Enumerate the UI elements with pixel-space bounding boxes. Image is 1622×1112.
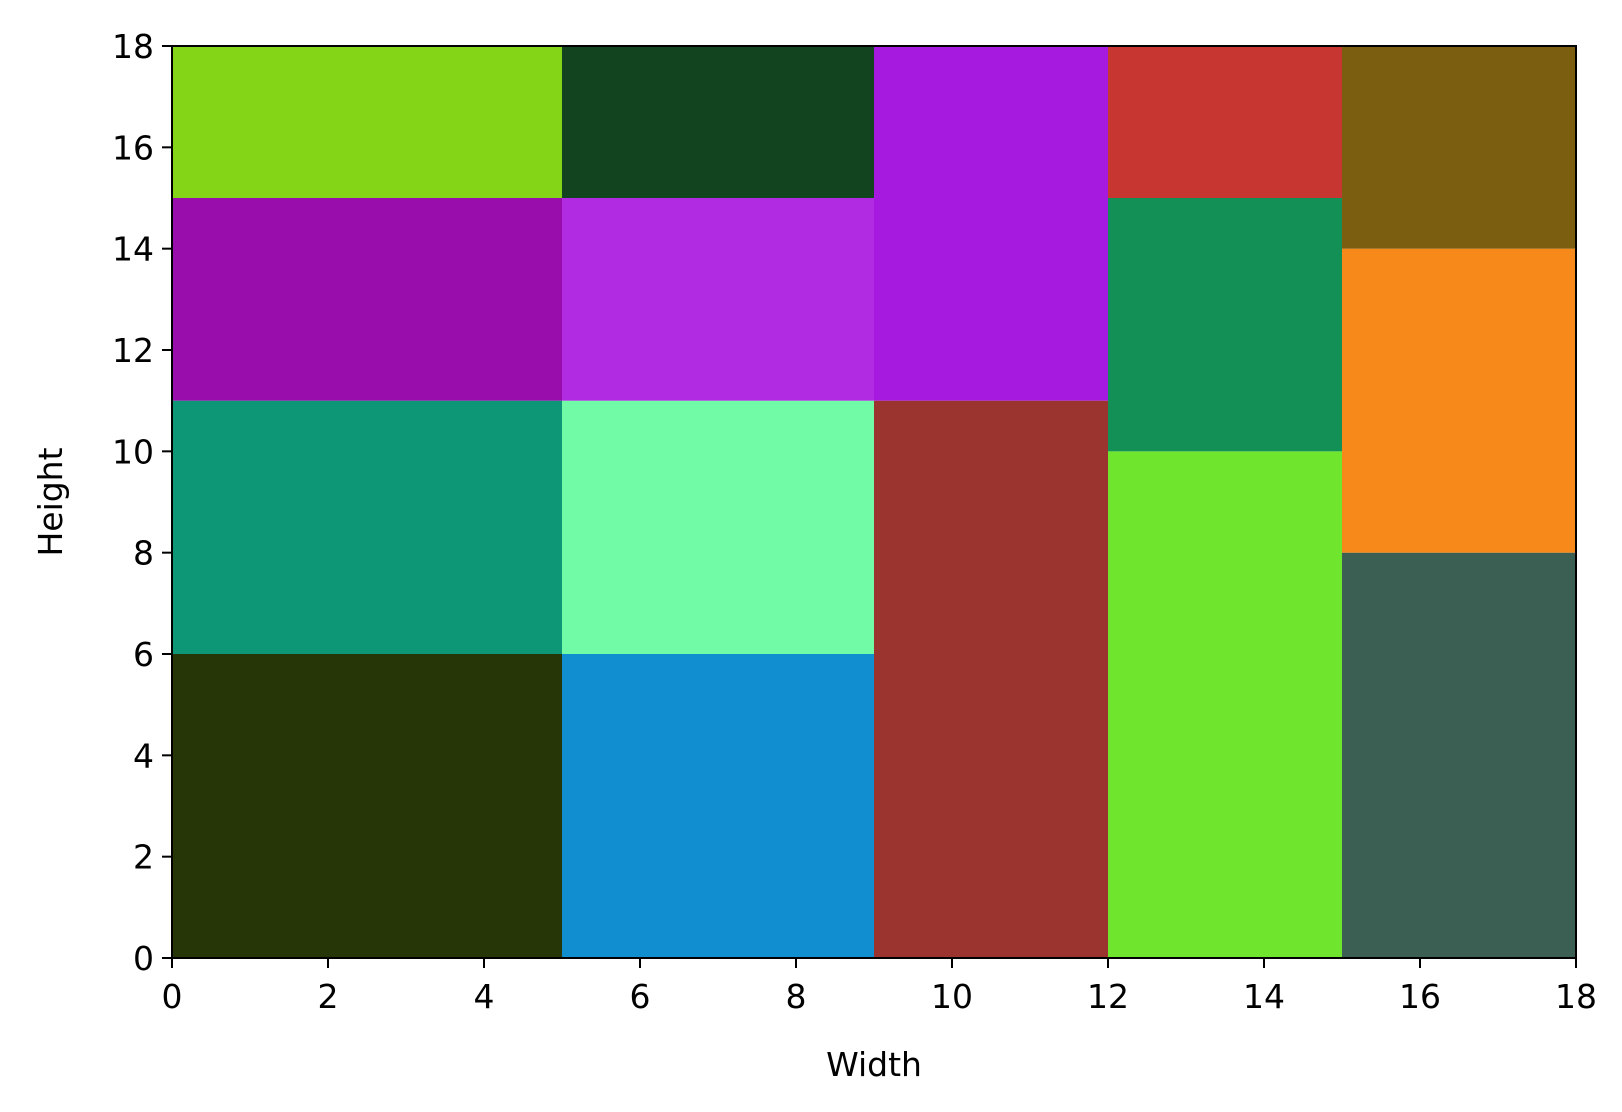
treemap-cell-10 [1108,451,1342,958]
axes-layer: 0 2 4 6 8 10 12 14 16 18 0 2 4 6 8 10 12 14 16 18 [112,27,1597,1016]
y-tick-label-0: 0 [133,939,154,978]
treemap-cell-7 [562,46,874,198]
treemap-cell-6 [562,198,874,401]
x-tick-label-1: 2 [318,977,339,1016]
y-tick-label-7: 14 [112,230,154,269]
y-tick-label-6: 12 [112,331,154,370]
treemap-cell-13 [1342,552,1576,958]
treemap-cell-12 [1108,46,1342,198]
y-tick-label-5: 10 [112,432,154,471]
treemap-cell-5 [562,400,874,654]
x-tick-label-6: 12 [1087,977,1129,1016]
rects-layer [172,46,1576,959]
x-tick-label-9: 18 [1555,977,1597,1016]
x-tick-label-2: 4 [474,977,495,1016]
plot-frame [171,45,1577,959]
treemap-cell-15 [1342,46,1576,249]
x-tick-label-4: 8 [786,977,807,1016]
treemap-cell-11 [1108,198,1342,452]
x-tick-label-0: 0 [162,977,183,1016]
treemap-cell-3 [172,46,562,198]
treemap-cell-14 [1342,248,1576,553]
x-tick-label-8: 16 [1399,977,1441,1016]
treemap-cell-1 [172,400,562,654]
x-tick-label-7: 14 [1243,977,1285,1016]
x-axis-label: Width [826,1045,922,1084]
x-tick-label-3: 6 [630,977,651,1016]
y-tick-label-2: 4 [133,736,154,775]
y-tick-label-4: 8 [133,534,154,573]
treemap-cell-4 [562,654,874,958]
x-tick-label-5: 10 [931,977,973,1016]
y-tick-label-3: 6 [133,635,154,674]
y-tick-label-1: 2 [133,838,154,877]
treemap-cell-9 [874,46,1108,401]
y-tick-label-8: 16 [112,128,154,167]
treemap-cell-2 [172,198,562,401]
treemap-cell-0 [172,654,562,958]
y-axis-label: Height [31,447,70,556]
y-tick-label-9: 18 [112,27,154,66]
treemap-cell-8 [874,400,1108,959]
